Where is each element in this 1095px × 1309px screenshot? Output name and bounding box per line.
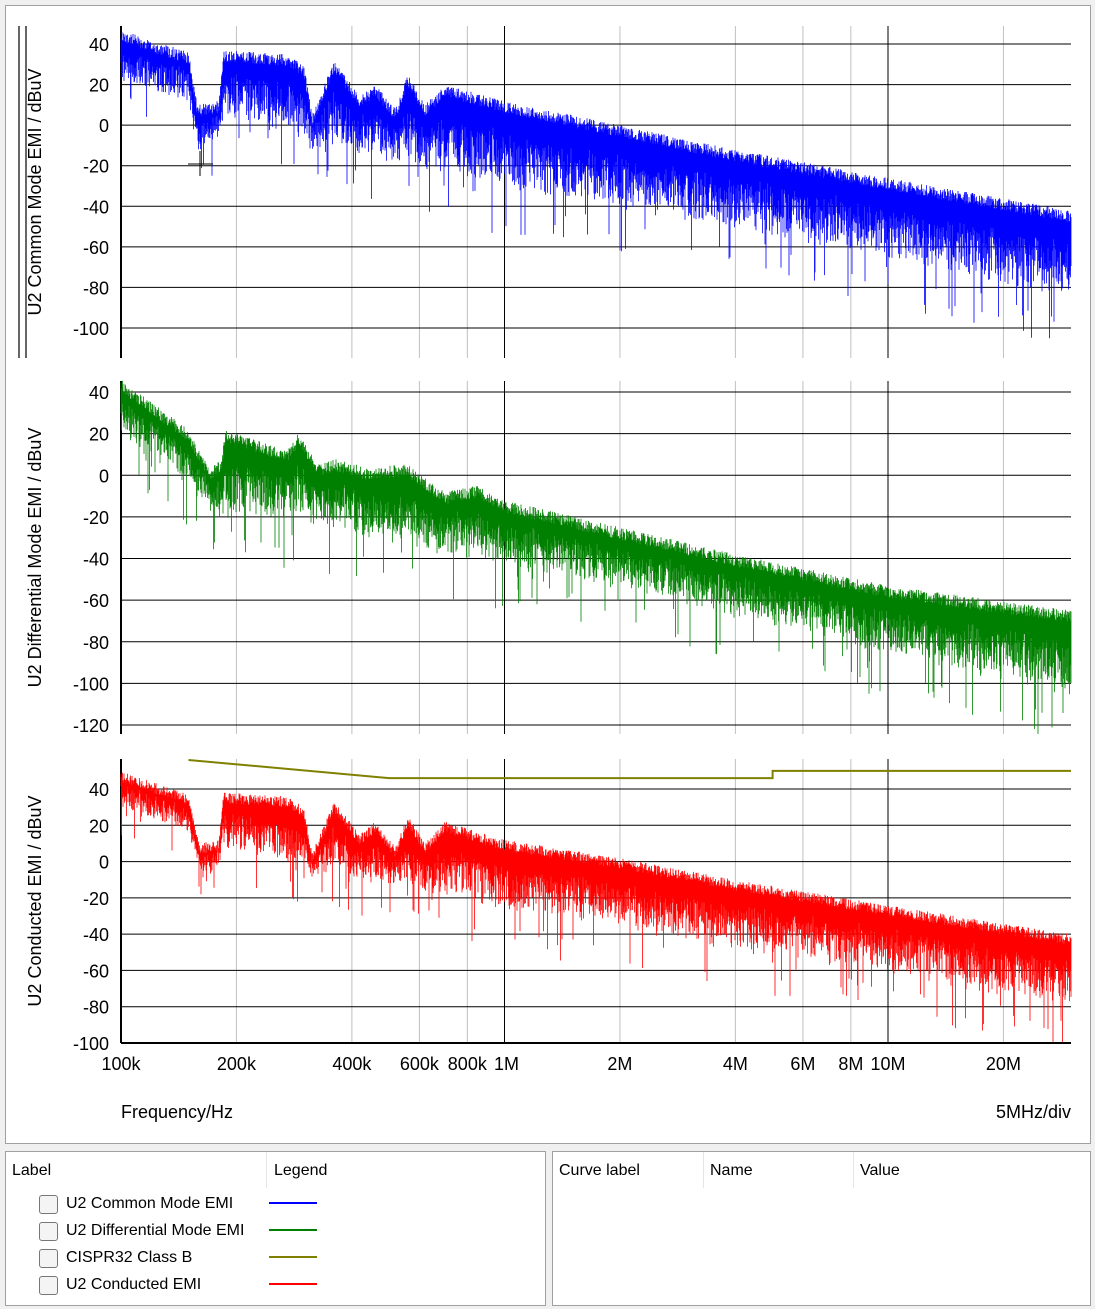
legend-header-legend[interactable]: Legend — [274, 1162, 328, 1179]
x-tick-label: 8M — [838, 1054, 863, 1074]
y-tick-label: -40 — [83, 550, 109, 570]
header-name[interactable]: Name — [710, 1162, 753, 1179]
y-tick-label: -80 — [83, 278, 109, 298]
series-trace — [120, 380, 1072, 734]
y-tick-label: -80 — [83, 633, 109, 653]
y-tick-label: -120 — [73, 716, 109, 736]
y-tick-label: 40 — [89, 383, 109, 403]
legend-item-label: CISPR32 Class B — [66, 1249, 193, 1266]
y-tick-label: -60 — [83, 591, 109, 611]
checkbox[interactable] — [39, 1248, 58, 1268]
legend-item[interactable]: U2 Differential Mode EMI — [39, 1219, 244, 1243]
y-axis-label: U2 Differential Mode EMI / dBuV — [25, 428, 45, 688]
y-tick-label: -20 — [83, 157, 109, 177]
x-tick-label: 200k — [217, 1054, 257, 1074]
y-tick-label: 20 — [89, 425, 109, 445]
legend-header-label[interactable]: Label — [12, 1162, 52, 1179]
legend-item-label: U2 Differential Mode EMI — [66, 1222, 245, 1239]
x-tick-label: 400k — [332, 1054, 372, 1074]
legend-swatch — [269, 1202, 317, 1204]
x-tick-label: 20M — [986, 1054, 1021, 1074]
y-tick-label: -100 — [73, 319, 109, 339]
y-tick-label: -100 — [73, 674, 109, 694]
x-axis-label: Frequency/Hz — [121, 1102, 233, 1122]
chart-panel-2: 40 20 0 -20 -40 -60 -80 -100 -120 U2 Differential… — [25, 380, 1072, 736]
chart-panel-1: 40 20 0 -20 -40 -60 -80 -100 U2 Common Mode EMI … — [25, 26, 1072, 358]
legend-item[interactable]: CISPR32 Class B — [39, 1246, 192, 1270]
checkbox[interactable] — [39, 1221, 58, 1241]
y-tick-label: -40 — [83, 197, 109, 217]
y-tick-label: -20 — [83, 889, 109, 909]
y-tick-label: -40 — [83, 925, 109, 945]
legend-item-label: U2 Common Mode EMI — [66, 1195, 234, 1212]
column-separator[interactable] — [853, 1152, 854, 1188]
series-trace-limit — [188, 759, 1071, 780]
column-separator[interactable] — [266, 1152, 267, 1188]
x-tick-label: 6M — [790, 1054, 815, 1074]
cursor-panel: Curve label Name Value — [552, 1151, 1091, 1306]
series-trace — [120, 772, 1072, 1043]
plot-svg[interactable]: 40 20 0 -20 -40 -60 -80 -100 U2 Common Mode EMI … — [6, 6, 1090, 1143]
series-trace — [120, 32, 1072, 339]
legend-item[interactable]: U2 Conducted EMI — [39, 1273, 201, 1297]
checkbox[interactable] — [39, 1194, 58, 1214]
checkbox[interactable] — [39, 1275, 58, 1295]
plot-area[interactable]: 40 20 0 -20 -40 -60 -80 -100 U2 Common Mode EMI … — [5, 5, 1091, 1144]
legend-panel: Label Legend U2 Common Mode EMI U2 Diffe… — [5, 1151, 546, 1306]
x-division-label: 5MHz/div — [996, 1102, 1071, 1122]
x-tick-label: 2M — [607, 1054, 632, 1074]
y-tick-label: 0 — [99, 466, 109, 486]
legend-item[interactable]: U2 Common Mode EMI — [39, 1192, 233, 1216]
y-tick-label: -60 — [83, 238, 109, 258]
legend-swatch — [269, 1256, 317, 1258]
legend-swatch — [269, 1283, 317, 1285]
x-tick-label: 1M — [494, 1054, 519, 1074]
y-tick-label: -100 — [73, 1034, 109, 1054]
x-tick-label: 800k — [448, 1054, 488, 1074]
legend-item-label: U2 Conducted EMI — [66, 1276, 202, 1293]
y-tick-label: -60 — [83, 961, 109, 981]
header-curve-label[interactable]: Curve label — [559, 1162, 640, 1179]
y-tick-label: 20 — [89, 816, 109, 836]
y-tick-label: 40 — [89, 35, 109, 55]
y-tick-label: -80 — [83, 998, 109, 1018]
legend-swatch — [269, 1229, 317, 1231]
column-separator[interactable] — [703, 1152, 704, 1188]
y-tick-label: 0 — [99, 116, 109, 136]
y-tick-label: 20 — [89, 76, 109, 96]
x-tick-label: 10M — [870, 1054, 905, 1074]
x-tick-label: 600k — [400, 1054, 440, 1074]
y-axis-label: U2 Conducted EMI / dBuV — [25, 795, 45, 1006]
chart-panel-3: 40 20 0 -20 -40 -60 -80 -100 U2 Conducted EMI / … — [25, 759, 1072, 1122]
x-tick-label: 100k — [101, 1054, 141, 1074]
y-tick-label: -20 — [83, 508, 109, 528]
y-tick-label: 40 — [89, 780, 109, 800]
y-tick-label: 0 — [99, 853, 109, 873]
y-axis-label: U2 Common Mode EMI / dBuV — [25, 68, 45, 315]
header-value[interactable]: Value — [860, 1162, 900, 1179]
x-tick-label: 4M — [723, 1054, 748, 1074]
